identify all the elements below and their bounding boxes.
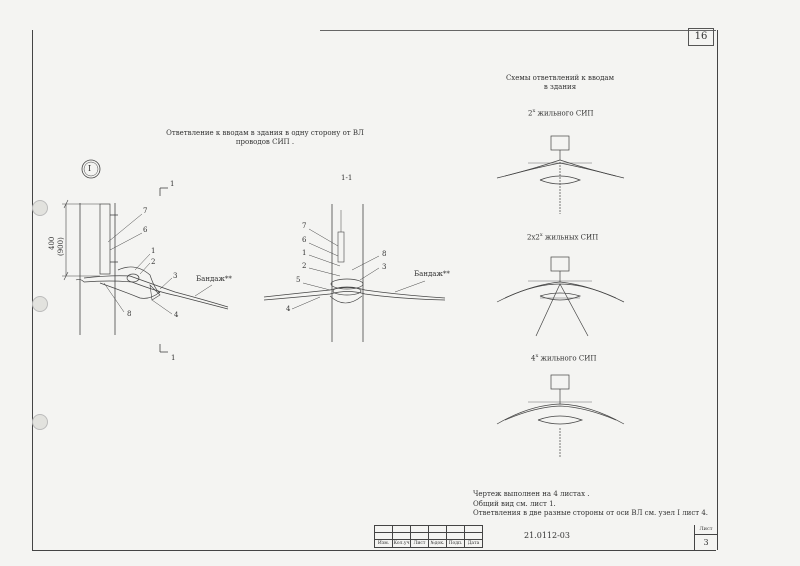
dimension-900-label: (900)	[57, 237, 65, 256]
schemes-title-line1: Схемы ответвлений к вводам	[505, 74, 615, 82]
page-number: 16	[688, 28, 714, 46]
section-mark-bottom-line	[159, 344, 168, 353]
section-callout-6: 6	[302, 236, 307, 244]
note-line-3: Ответвления в две разные стороны от оси …	[473, 509, 709, 517]
binder-hole	[32, 296, 48, 312]
callout-3: 3	[173, 272, 178, 280]
section-callout-1: 1	[302, 249, 307, 257]
frame-bottom-line	[32, 550, 716, 551]
left-title-line1: Ответвление к вводам в здания в одну сто…	[166, 129, 364, 137]
revision-table: Изм. Кол.уч Лист №док. Подп. Дата	[374, 525, 483, 548]
callout-7: 7	[143, 207, 148, 215]
scheme-2-core	[496, 135, 625, 214]
section-callout-3: 3	[382, 263, 387, 271]
dimension-400-label: 400	[48, 236, 56, 250]
schemes-title-line2: в здания	[543, 83, 577, 91]
sheet-number: 3	[694, 535, 717, 550]
section-callout-2: 2	[302, 262, 307, 270]
pole-left	[75, 203, 116, 335]
stamp-header-list: Лист	[410, 539, 429, 548]
callout-4: 4	[174, 311, 179, 319]
node-id-label: I	[88, 164, 92, 173]
leader-lines-left	[103, 213, 213, 315]
section-callout-5: 5	[296, 276, 301, 284]
scheme2-label: 2x2x жильных СИП	[527, 232, 599, 242]
stamp-header-ndok: №док.	[428, 539, 447, 548]
note-line-2: Общий вид см. лист 1.	[473, 500, 556, 508]
section-mark-top-label: 1	[170, 180, 175, 188]
stamp-header-izm: Изм.	[374, 539, 393, 548]
callout-6: 6	[143, 226, 148, 234]
stamp-header-kol: Кол.уч	[392, 539, 411, 548]
callout-2: 2	[151, 258, 156, 266]
binder-hole	[32, 414, 48, 430]
section-callout-4: 4	[286, 305, 291, 313]
branch-wires-left	[83, 266, 229, 310]
section-mark-bottom-label: 1	[171, 354, 176, 362]
callout-8: 8	[127, 310, 132, 318]
section-title: 1-1	[341, 174, 353, 182]
pole-bracket	[99, 203, 111, 275]
section-callout-7: 7	[302, 222, 307, 230]
scheme-4-core	[496, 374, 625, 458]
document-number: 21.0112-03	[524, 531, 570, 540]
bandage-label-section: Бандаж**	[414, 270, 450, 278]
callout-1: 1	[151, 247, 156, 255]
sheet-label: Лист	[694, 525, 717, 535]
stamp-header-podp: Подп.	[446, 539, 465, 548]
section-mark-top-line	[159, 187, 168, 196]
scheme-2x2-core	[496, 256, 625, 337]
note-line-1: Чертеж выполнен на 4 листах .	[473, 490, 590, 498]
frame-top-line	[320, 30, 716, 31]
node-circle	[81, 159, 101, 179]
title-block: Изм. Кол.уч Лист №док. Подп. Дата 21.011…	[374, 525, 717, 550]
dimension-400	[62, 199, 100, 281]
scheme3-label: 4x жильного СИП	[531, 353, 597, 363]
pole-section	[331, 204, 364, 342]
scheme1-label: 2x жильного СИП	[528, 108, 594, 118]
leader-lines-section	[291, 228, 426, 310]
bandage-label-left: Бандаж**	[196, 275, 232, 283]
left-title-line2: проводов СИП .	[235, 138, 295, 146]
branch-wires-section	[263, 278, 446, 304]
binder-hole	[32, 200, 48, 216]
drawing-frame	[32, 30, 718, 550]
section-callout-8: 8	[382, 250, 387, 258]
stamp-header-data: Дата	[464, 539, 483, 548]
